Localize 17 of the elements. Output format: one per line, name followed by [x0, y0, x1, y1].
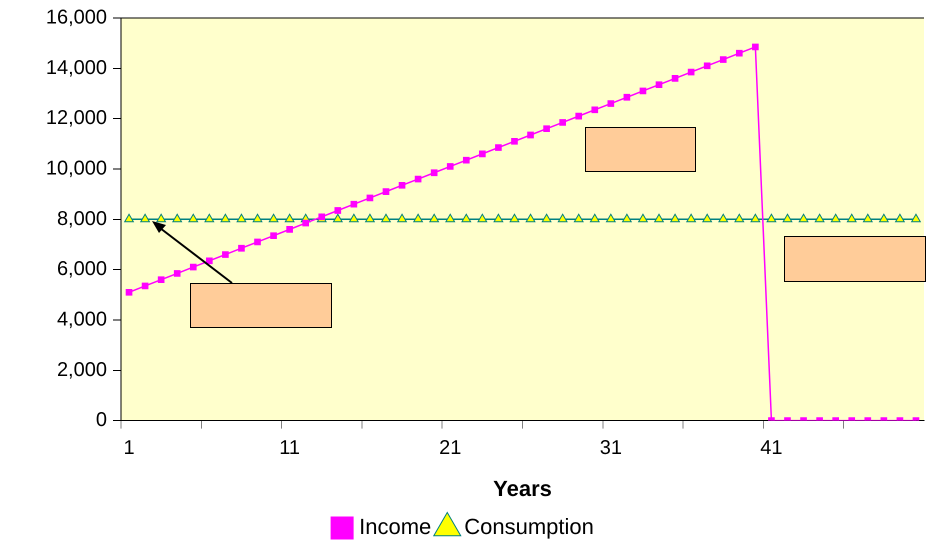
x-tick-label: 41 — [760, 437, 783, 460]
y-tick-label: 2,000 — [56, 358, 107, 381]
legend-label: Consumption — [464, 514, 594, 540]
y-tick-label: 10,000 — [46, 157, 107, 180]
y-tick-label: 4,000 — [56, 308, 107, 330]
x-tick-label: 31 — [600, 437, 622, 460]
y-tick-label: 16,000 — [46, 6, 107, 29]
x-axis-title: Years — [493, 476, 552, 501]
x-tick-label: 21 — [439, 437, 462, 460]
x-tick-label: 1 — [123, 437, 135, 460]
y-tick-label: 6,000 — [56, 258, 107, 280]
legend-label: Income — [359, 514, 432, 540]
y-tick-label: 0 — [96, 409, 107, 432]
y-tick-label: 14,000 — [46, 56, 107, 79]
y-tick-label: 12,000 — [46, 107, 107, 130]
x-tick-label: 11 — [279, 437, 300, 460]
y-tick-label: 8,000 — [56, 208, 107, 230]
